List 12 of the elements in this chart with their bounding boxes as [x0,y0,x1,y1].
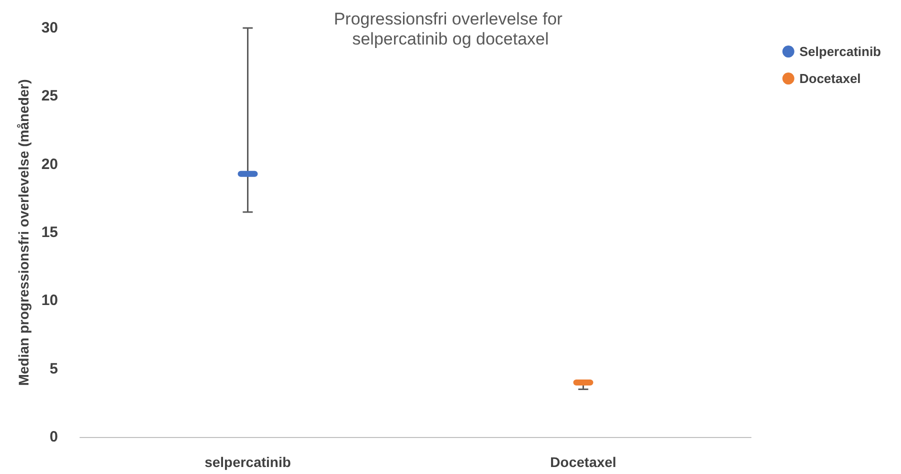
y-axis-title: Median progressionsfri overlevelse (måneder) [15,79,32,386]
y-tick-label: 25 [41,88,58,105]
y-tick-label: 5 [50,360,58,378]
y-tick-label: 0 [50,428,58,446]
legend-label: Selpercatinib [799,44,882,59]
chart-title: Progressionsfri overlevelse for selpercatinib og docetaxel [334,10,568,48]
y-tick-label: 30 [41,20,58,36]
y-tick-label: 20 [41,156,58,173]
legend-label: Docetaxel [799,71,861,86]
y-tick-label: 15 [41,224,58,241]
x-tick-label: selpercatinib [204,454,291,470]
y-tick-label: 10 [41,292,58,310]
